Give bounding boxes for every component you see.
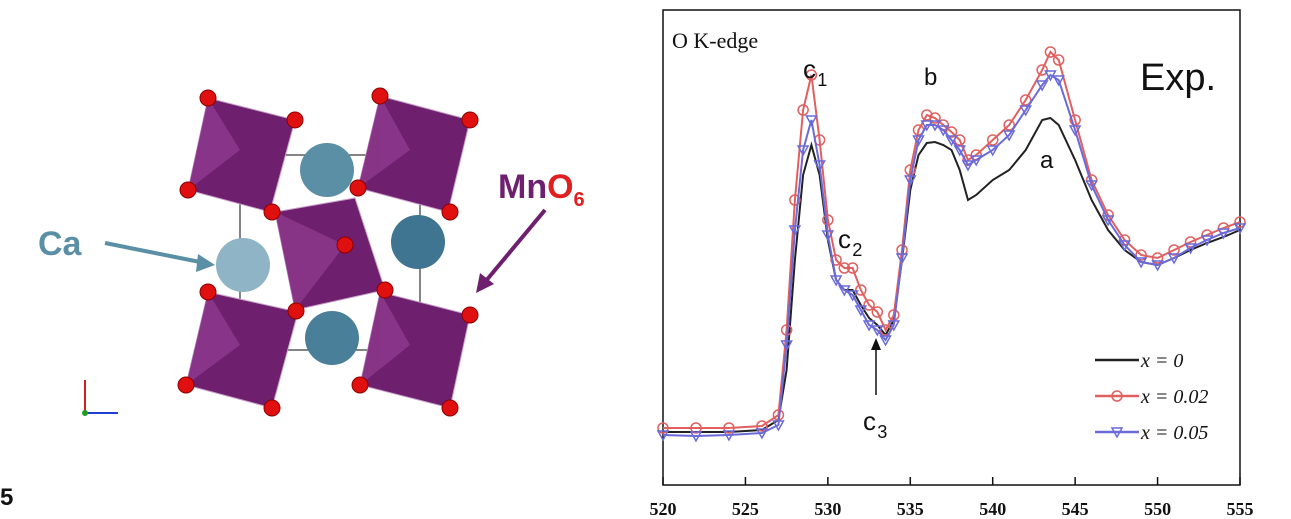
o-atom <box>462 307 478 323</box>
o-atom <box>178 377 194 393</box>
o-atom <box>200 90 216 106</box>
legend-label: x = 0 <box>1140 350 1183 372</box>
o-subscript: 6 <box>574 189 585 211</box>
axes-glyph <box>82 380 118 416</box>
series <box>658 47 1245 433</box>
ca-atom <box>216 238 270 292</box>
octahedron-faces <box>186 96 410 385</box>
line <box>663 118 1240 432</box>
o-atom <box>200 284 216 300</box>
o-atom <box>462 112 478 128</box>
o-atom <box>442 204 458 220</box>
page: {"figure": {"label": "5"}, "diagram": {"… <box>0 0 1291 519</box>
annotation-subscript: 1 <box>817 70 827 90</box>
mno6-arrow <box>485 210 545 282</box>
arrow-head <box>196 254 215 272</box>
annotation: c <box>803 54 816 84</box>
x-tick-label: 535 <box>897 499 924 519</box>
o-atom <box>377 282 393 298</box>
ca-atom <box>300 143 354 197</box>
ca-arrow <box>105 243 205 263</box>
x-tick-label: 520 <box>650 499 677 519</box>
x-tick-label: 530 <box>814 499 841 519</box>
o-atom <box>287 112 303 128</box>
mn-text: Mn <box>498 168 547 206</box>
spectrum-chart: 520 525 530 535 540 545 550 555 x = 0 x = 0.02 x =… <box>650 10 1254 519</box>
legend-label: x = 0.05 <box>1140 422 1208 444</box>
x-tick-label: 525 <box>732 499 759 519</box>
x-tick-label: 555 <box>1227 499 1254 519</box>
mno6-label: MnO6 <box>498 168 585 211</box>
series <box>663 118 1240 432</box>
o-atom <box>372 88 388 104</box>
o-text: O <box>547 168 573 206</box>
x-tick-label: 540 <box>979 499 1006 519</box>
o-atom <box>180 182 196 198</box>
annotation: O K-edge <box>672 28 758 53</box>
o-atom <box>337 237 353 253</box>
legend-label: x = 0.02 <box>1140 386 1208 408</box>
annotation: a <box>1040 147 1054 174</box>
annotation: c <box>863 406 876 436</box>
crystal-structure: Ca MnO6 5 <box>0 88 585 511</box>
ca-atom <box>391 215 445 269</box>
o-atom <box>288 303 304 319</box>
x-tick-label: 550 <box>1144 499 1171 519</box>
annotation: c <box>838 224 851 254</box>
figure: Ca MnO6 5 520 525 530 535 540 545 550 555 x = 0 x… <box>0 0 1291 519</box>
o-atom <box>264 204 280 220</box>
panel-label: 5 <box>0 484 13 511</box>
o-atom <box>350 180 366 196</box>
ca-atom <box>305 311 359 365</box>
o-atom <box>352 377 368 393</box>
annotation: Exp. <box>1140 57 1216 99</box>
o-atom <box>442 400 458 416</box>
x-tick-label: 545 <box>1062 499 1089 519</box>
o-atom <box>264 400 280 416</box>
annotation-subscript: 3 <box>877 422 887 442</box>
annotation-arrowhead <box>871 338 881 350</box>
ca-label: Ca <box>38 225 83 263</box>
axis-origin <box>82 410 88 416</box>
annotation-subscript: 2 <box>852 240 862 260</box>
annotation: b <box>924 64 937 91</box>
